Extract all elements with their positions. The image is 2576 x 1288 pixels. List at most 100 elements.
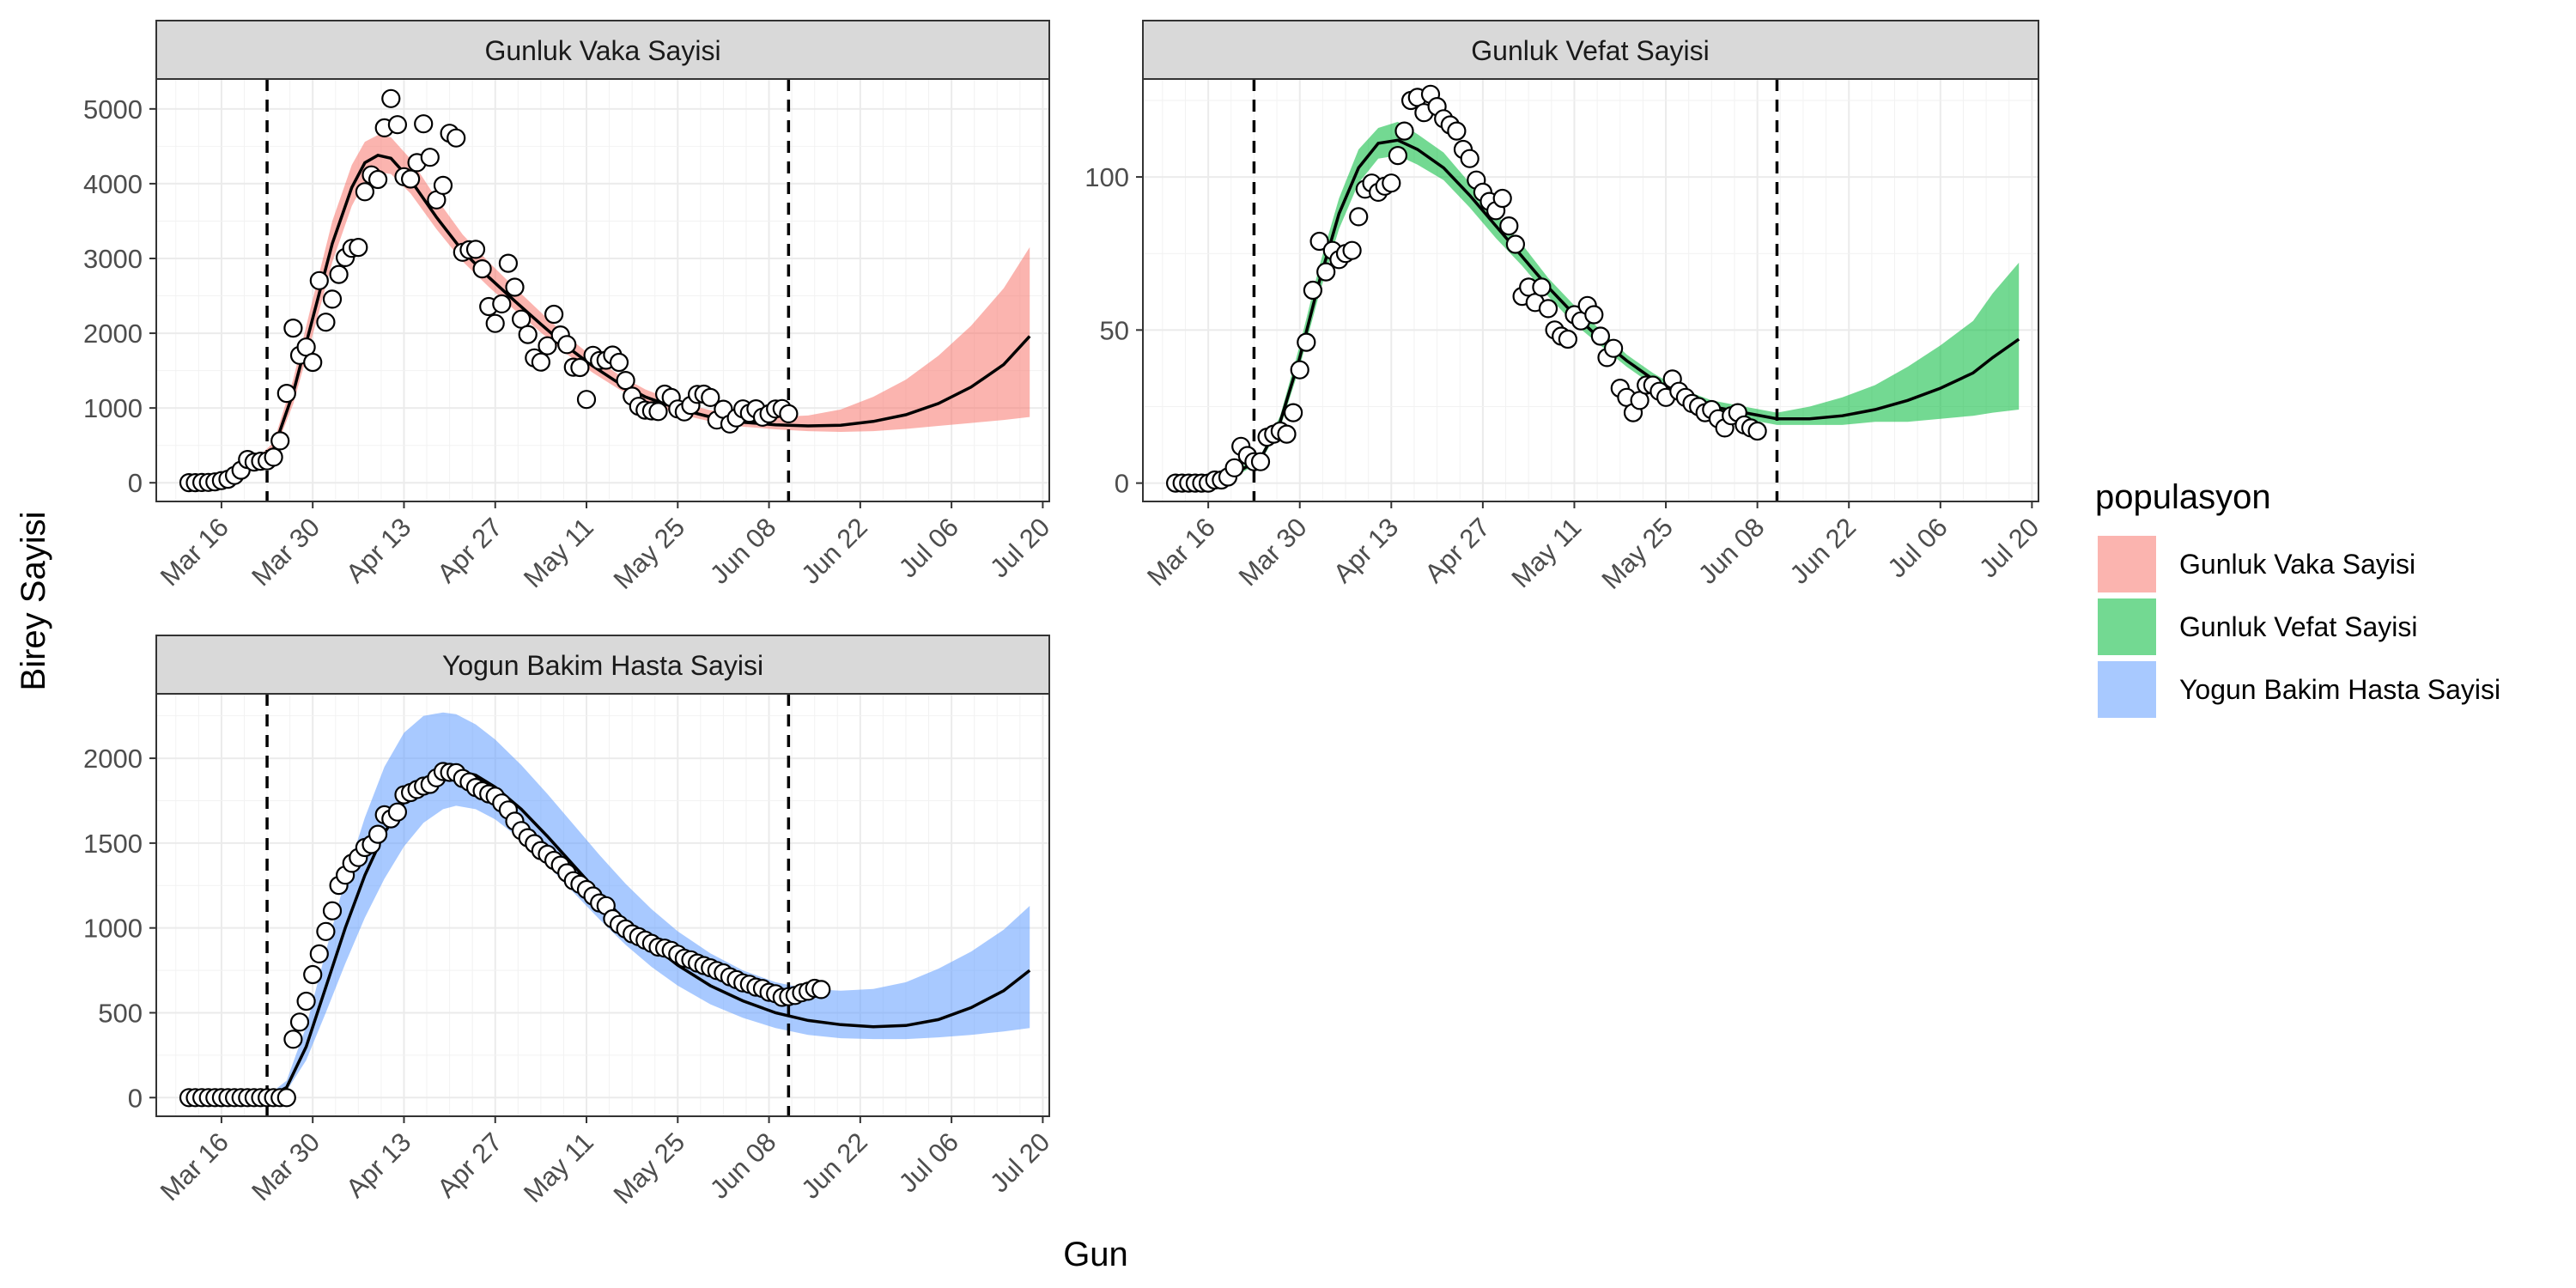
legend: populasyon Gunluk Vaka Sayisi Gunluk Vef… bbox=[2095, 478, 2500, 718]
y-tick-label: 1000 bbox=[83, 393, 143, 423]
panel-border bbox=[1142, 78, 2039, 502]
y-tick-label: 0 bbox=[128, 1083, 143, 1113]
panel-title: Yogun Bakim Hasta Sayisi bbox=[442, 650, 763, 681]
legend-label-gunluk-vaka-sayisi: Gunluk Vaka Sayisi bbox=[2179, 549, 2415, 580]
data-point bbox=[381, 88, 401, 108]
band-area bbox=[253, 135, 1030, 468]
data-point bbox=[1283, 403, 1303, 422]
legend-key-gunluk-vefat-sayisi bbox=[2098, 598, 2156, 655]
data-point bbox=[648, 402, 668, 422]
data-point bbox=[609, 352, 629, 373]
data-point bbox=[811, 980, 831, 999]
data-point bbox=[1558, 329, 1578, 349]
data-point bbox=[1584, 305, 1604, 325]
data-point bbox=[1342, 240, 1362, 260]
intervention-lines bbox=[265, 694, 791, 1116]
data-point bbox=[303, 352, 323, 373]
data-point bbox=[322, 289, 343, 309]
data-point bbox=[498, 253, 519, 273]
data-point bbox=[420, 148, 440, 167]
data-point bbox=[316, 313, 336, 332]
data-point bbox=[264, 447, 283, 467]
data-point bbox=[309, 270, 329, 290]
y-tick-label: 500 bbox=[98, 998, 143, 1028]
data-point bbox=[296, 991, 316, 1012]
legend-label-gunluk-vefat-sayisi: Gunluk Vefat Sayisi bbox=[2179, 611, 2417, 642]
data-point bbox=[289, 1012, 310, 1032]
data-point bbox=[1277, 424, 1297, 444]
observed-points bbox=[179, 762, 831, 1108]
data-point bbox=[1590, 326, 1611, 346]
data-point bbox=[401, 169, 421, 189]
data-point bbox=[570, 357, 590, 378]
data-point bbox=[355, 182, 374, 202]
y-axis: 0 1000 2000 3000 4000 5000 bbox=[83, 94, 156, 498]
data-point bbox=[505, 277, 525, 297]
data-point bbox=[276, 384, 296, 404]
data-point bbox=[309, 944, 329, 964]
intervention-lines bbox=[265, 79, 791, 501]
data-point bbox=[283, 319, 303, 338]
data-point bbox=[322, 901, 343, 920]
y-tick-label: 5000 bbox=[83, 94, 143, 125]
data-point bbox=[1250, 452, 1271, 471]
data-point bbox=[303, 964, 323, 985]
data-point bbox=[1382, 173, 1401, 193]
fit-line bbox=[266, 769, 1031, 1099]
data-point bbox=[349, 238, 368, 258]
data-point bbox=[1224, 458, 1244, 477]
data-point bbox=[368, 169, 388, 190]
data-point bbox=[316, 921, 336, 941]
y-axis: 0 50 100 bbox=[1084, 162, 1143, 499]
data-point bbox=[1290, 360, 1309, 380]
legend-key-yogun-bakim-hasta-sayisi bbox=[2098, 661, 2156, 718]
y-tick-label: 1500 bbox=[83, 829, 143, 859]
y-tick-label: 3000 bbox=[83, 244, 143, 274]
confidence-band bbox=[267, 712, 1030, 1098]
data-point bbox=[1303, 280, 1323, 301]
observed-points bbox=[1165, 84, 1767, 493]
legend-title: populasyon bbox=[2095, 478, 2271, 516]
data-point bbox=[1316, 262, 1336, 282]
data-point bbox=[414, 114, 434, 134]
panel-border bbox=[155, 693, 1050, 1117]
y-tick-label: 4000 bbox=[83, 169, 143, 199]
data-point bbox=[538, 336, 557, 355]
data-point bbox=[1538, 299, 1558, 319]
data-point bbox=[576, 390, 597, 410]
data-point bbox=[544, 304, 564, 325]
band-area bbox=[267, 712, 1030, 1098]
data-point bbox=[616, 371, 635, 391]
data-point bbox=[1747, 421, 1767, 441]
data-point bbox=[472, 259, 492, 279]
y-axis: 0 500 1000 1500 2000 bbox=[83, 744, 156, 1113]
data-point bbox=[447, 128, 466, 148]
model-fit bbox=[266, 769, 1031, 1099]
y-tick-label: 50 bbox=[1100, 315, 1129, 345]
y-tick-label: 0 bbox=[1115, 469, 1129, 499]
data-point bbox=[557, 335, 577, 355]
data-point bbox=[701, 387, 720, 407]
data-point bbox=[485, 313, 505, 333]
confidence-band bbox=[253, 135, 1030, 468]
data-point bbox=[387, 115, 407, 135]
data-point bbox=[531, 352, 551, 372]
panel-title: Gunluk Vefat Sayisi bbox=[1471, 35, 1709, 66]
grid-lines bbox=[156, 79, 1049, 501]
panel-gunluk-vaka-sayisi: Gunluk Vaka Sayisi 0 1000 2000 3000 4000 5000… bbox=[83, 20, 1055, 595]
data-point bbox=[1532, 277, 1552, 297]
data-point bbox=[1349, 207, 1369, 227]
panel-border bbox=[155, 78, 1050, 502]
data-point bbox=[465, 240, 486, 259]
y-axis-title: Birey Sayisi bbox=[15, 512, 52, 691]
data-point bbox=[329, 264, 349, 284]
data-point bbox=[518, 325, 538, 344]
data-point bbox=[1309, 231, 1329, 252]
observed-points bbox=[179, 88, 799, 493]
strip-background bbox=[155, 635, 1050, 695]
data-point bbox=[368, 824, 388, 844]
data-point bbox=[1297, 332, 1316, 352]
data-point bbox=[779, 404, 799, 423]
